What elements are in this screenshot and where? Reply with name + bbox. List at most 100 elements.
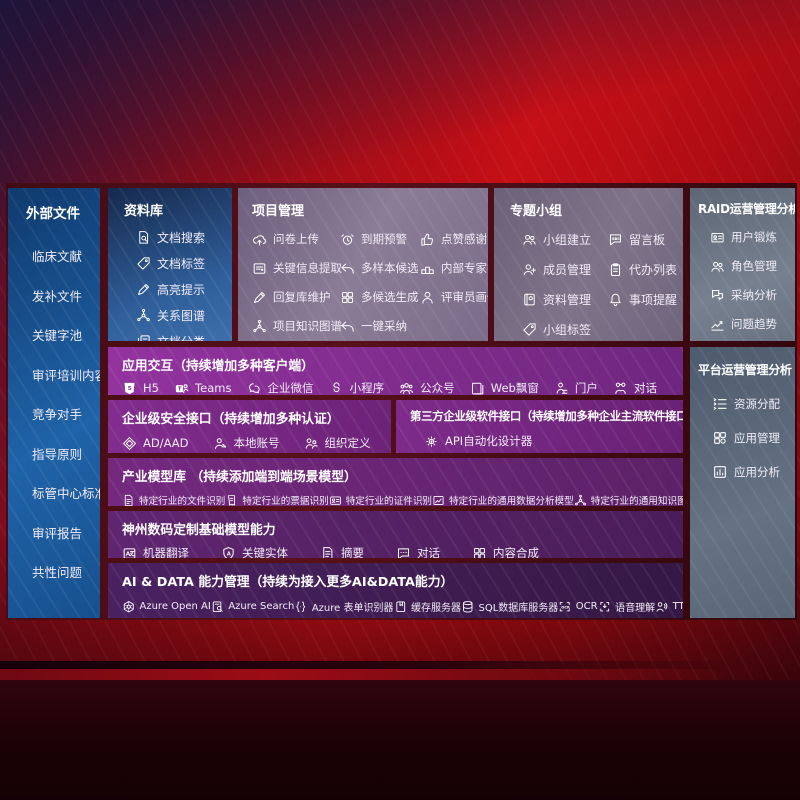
client-item-label: 对话: [633, 381, 657, 395]
api-designer-icon: [424, 434, 439, 449]
platform-item-label: 资源分配: [734, 397, 780, 411]
app-interaction-row: 应用交互（持续增加多种客户端） 5 H5 T Teams 企业微信 小程序 公众号 Web飘窗…: [108, 347, 683, 395]
project-item: 回复库维护: [252, 289, 340, 305]
model-item: 特定行业的通用数据分析模型: [432, 493, 574, 506]
platform-item: 应用管理: [712, 430, 795, 446]
tts-icon: [655, 600, 669, 614]
project-item: 评审员画像: [420, 289, 488, 305]
group-item: 小组标签: [522, 321, 608, 338]
group-tag-icon: [522, 322, 537, 337]
local-account-icon: [213, 436, 228, 451]
raid-item: 角色管理: [710, 258, 795, 274]
group-item: 成员管理: [522, 261, 608, 278]
sidebar-item-label: 发补文件: [32, 288, 83, 304]
service-item: Azure 表单识别器: [294, 599, 394, 614]
sidebar-item: 共性问题: [26, 562, 100, 581]
capability-item-label: 内容合成: [493, 546, 539, 558]
ocr-icon: OCR: [558, 600, 572, 614]
role-people-icon: [710, 259, 725, 274]
client-item: 5 H5: [122, 381, 159, 395]
thumbs-up-icon: [420, 232, 435, 247]
adopt-arrow-icon: [340, 319, 355, 334]
industry-models-items: 特定行业的文件识别 特定行业的票据识别 特定行业的证件识别 特定行业的通用数据分析模型…: [122, 493, 683, 507]
group-item: 小组建立: [522, 231, 608, 248]
sidebar-item: 临床文献: [26, 246, 100, 265]
project-item: 点赞感谢: [420, 231, 488, 247]
reply-arrow-icon: [340, 261, 355, 276]
service-item-label: Azure Search: [228, 601, 295, 612]
topic-groups-title: 专题小组: [510, 204, 563, 219]
client-item-label: 门户: [574, 381, 598, 395]
external-files-list: 临床文献 发补文件 关键字池 审评培训内容 竞争对手 指导原则 标管中心标准 审评报告 共性问题: [26, 246, 100, 581]
sidebar-item-label: 关键字池: [32, 328, 83, 343]
ai-data-items: Azure Open AI Azure Search Azure 表单识别器 缓存服务…: [122, 599, 683, 614]
id-recognition-icon: [329, 494, 342, 507]
user-card-icon: [710, 230, 725, 245]
cloud-upload-icon: [252, 232, 267, 247]
security-interface-items: AD/AAD 本地账号 组织定义: [122, 435, 379, 451]
service-item: TTS: [655, 600, 683, 614]
platform-ops-title: 平台运营管理分析: [698, 363, 792, 377]
trend-icon: [710, 317, 725, 332]
client-item-label: 企业微信: [267, 381, 314, 395]
project-item-label: 到期预警: [361, 232, 407, 246]
ai-data-title: AI & DATA 能力管理（持续为接入更多AI&DATA能力）: [122, 575, 454, 590]
group-item-label: 小组标签: [543, 323, 592, 337]
project-item: 关键信息提取: [252, 260, 342, 276]
model-item-label: 特定行业的证件识别: [345, 496, 433, 506]
platform-ops-list: 资源分配 应用管理 应用分析: [712, 396, 795, 480]
repository-item-label: 文档搜索: [157, 231, 206, 245]
raid-item-label: 角色管理: [731, 259, 777, 273]
sidebar-item: 发补文件: [26, 286, 100, 305]
base-models-items: A 机器翻译 A 关键实体 摘要 对话 内容合成: [122, 545, 671, 558]
portal-icon: [554, 381, 569, 396]
form-recognizer-icon: [294, 600, 308, 614]
svg-text:OCR: OCR: [562, 605, 571, 609]
highlight-pen-icon: [136, 282, 151, 297]
monitor-bezel-band: [0, 661, 748, 669]
capability-item-label: 关键实体: [242, 546, 288, 558]
web-window-icon: [470, 381, 485, 396]
repository-item-label: 关系图谱: [157, 309, 206, 323]
ad-aad-icon: [122, 436, 137, 451]
capability-item: A 机器翻译: [122, 545, 189, 558]
project-item-label: 回复库维护: [273, 290, 331, 304]
sidebar-item: 标管中心标准: [26, 483, 100, 502]
group-item-label: 资料管理: [543, 293, 592, 307]
dialog-icon: [613, 381, 628, 396]
project-graph-icon: [252, 319, 267, 334]
miniprogram-icon: [329, 381, 344, 396]
sidebar-item: 审评报告: [26, 523, 100, 542]
model-item: 特定行业的票据识别: [225, 493, 329, 507]
svg-text:A: A: [126, 551, 131, 557]
capability-item: 对话: [396, 545, 440, 558]
client-item: Web飘窗: [470, 380, 539, 395]
repository-item: 高亮提示: [136, 281, 232, 298]
service-item: SQL数据库服务器: [461, 599, 558, 614]
project-item: 问卷上传: [252, 231, 340, 247]
app-interaction-items: 5 H5 T Teams 企业微信 小程序 公众号 Web飘窗 门户 对话: [122, 380, 671, 395]
model-item: 特定行业的文件识别: [122, 493, 225, 506]
svg-text:5: 5: [128, 386, 132, 392]
repository-item-label: 文档分类: [157, 333, 205, 341]
album-icon: [522, 292, 537, 307]
entity-shield-icon: A: [221, 546, 236, 558]
group-item-label: 事项提醒: [629, 293, 678, 307]
industry-models-title: 产业模型库 （持续添加端到端场景模型）: [122, 470, 357, 485]
model-item-label: 特定行业的文件识别: [139, 496, 226, 506]
repository-item-label: 文档标签: [157, 257, 206, 271]
adoption-analysis-icon: [710, 288, 725, 303]
receipt-icon: [225, 494, 238, 507]
tag-icon: [136, 256, 151, 271]
sidebar-item-label: 审评培训内容: [32, 367, 100, 383]
project-item-label: 一键采纳: [361, 319, 407, 333]
thirdparty-interface-row: 第三方企业级软件接口（持续增加多种企业主流软件接口） API自动化设计器: [396, 400, 683, 453]
sidebar-item-label: 审评报告: [32, 525, 83, 541]
file-recognition-icon: [122, 494, 135, 507]
client-item-label: Teams: [195, 381, 232, 395]
message-board-icon: BBS: [608, 232, 623, 247]
project-item-label: 评审员画像: [441, 290, 488, 304]
client-item: 门户: [554, 380, 598, 395]
client-item-label: H5: [143, 381, 159, 395]
